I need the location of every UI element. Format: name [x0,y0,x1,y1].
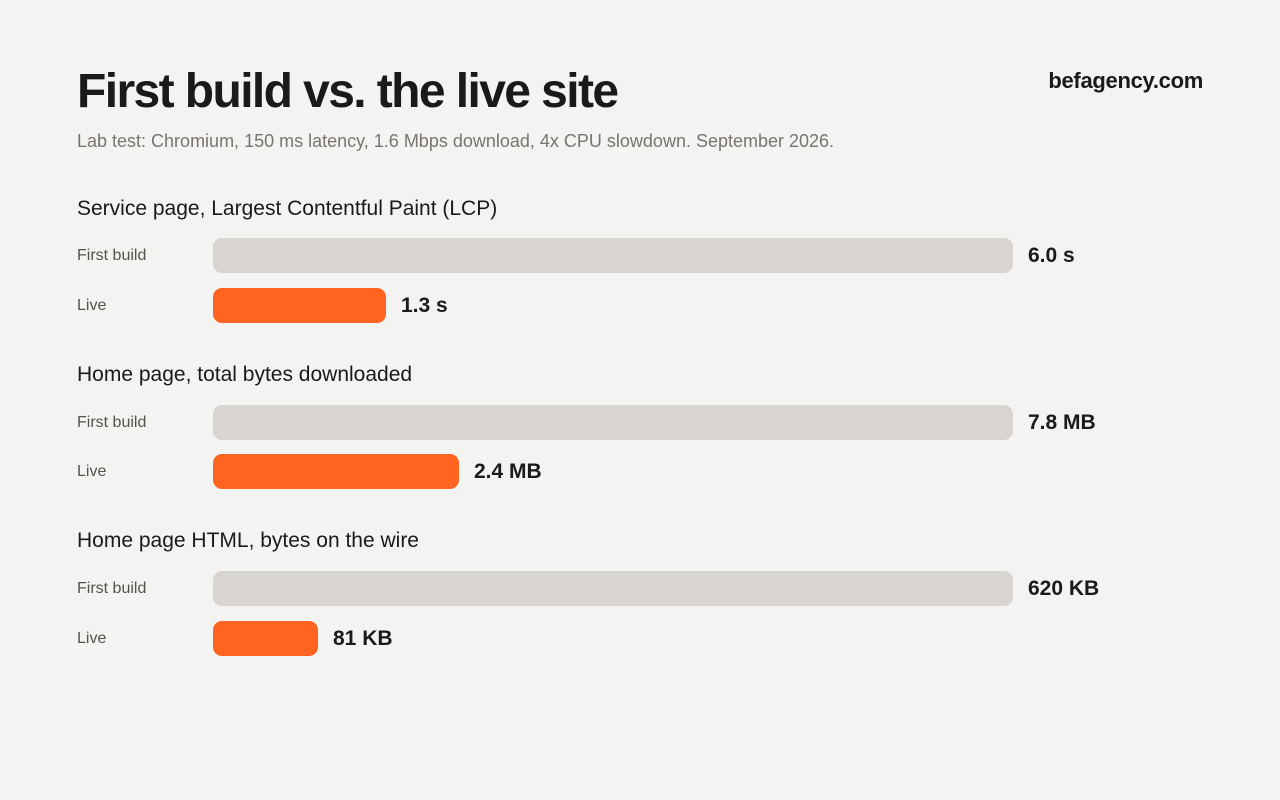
bar-label: Live [77,297,107,314]
bar-label: First build [77,247,147,264]
page-title: First build vs. the live site [77,65,619,118]
chart-title: Home page, total bytes downloaded [77,363,413,386]
bar-row-first-build: First build 6.0 s [77,238,1207,273]
bar-label: First build [77,580,147,597]
page-subtitle: Lab test: Chromium, 150 ms latency, 1.6 … [77,131,835,151]
bar-label: Live [77,630,107,647]
bar-first-build [213,571,1013,606]
bar-value-label: 6.0 s [1028,244,1075,267]
chart-title: Service page, Largest Contentful Paint (… [77,197,498,220]
bar-row-first-build: First build 620 KB [77,571,1207,606]
bar-row-first-build: First build 7.8 MB [77,405,1207,440]
brand-name: befagency.com [1048,68,1203,93]
bar-first-build [213,405,1013,440]
bar-row-live: Live 81 KB [77,621,1207,656]
bar-value-label: 7.8 MB [1028,411,1096,434]
bar-value-label: 2.4 MB [474,460,542,483]
bar-label: First build [77,414,147,431]
bar-value-label: 1.3 s [401,294,448,317]
bar-label: Live [77,463,107,480]
chart-title: Home page HTML, bytes on the wire [77,529,419,552]
chart-group-total-bytes: Home page, total bytes downloaded First … [77,363,1207,513]
chart-group-html-bytes: Home page HTML, bytes on the wire First … [77,529,1207,679]
bar-value-label: 81 KB [333,627,393,650]
chart-group-lcp: Service page, Largest Contentful Paint (… [77,197,1207,347]
bar-row-live: Live 1.3 s [77,288,1207,323]
bar-live [213,621,318,656]
bar-live [213,454,459,489]
bar-value-label: 620 KB [1028,577,1100,600]
bar-live [213,288,386,323]
bar-first-build [213,238,1013,273]
bar-row-live: Live 2.4 MB [77,454,1207,489]
